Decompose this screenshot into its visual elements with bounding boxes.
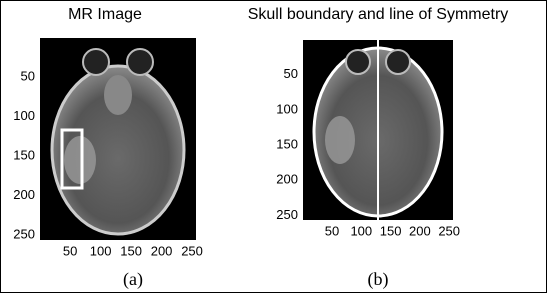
x-tick-label: 250 <box>181 243 203 258</box>
y-tick-label: 250 <box>276 207 298 222</box>
y-tick-label: 200 <box>276 172 298 187</box>
x-tick-label: 50 <box>325 223 339 238</box>
x-tick-label: 50 <box>63 243 77 258</box>
panel-caption: (a) <box>123 269 143 290</box>
x-tick-label: 200 <box>409 223 431 238</box>
figure: MR Image Skull boundary and line of Symm… <box>0 0 547 293</box>
panel-title: MR Image <box>68 6 142 23</box>
y-tick-label: 150 <box>13 147 35 162</box>
panel-title: Skull boundary and line of Symmetry <box>248 6 509 23</box>
y-tick-label: 150 <box>276 137 298 152</box>
y-tick-label: 200 <box>13 187 35 202</box>
y-tick-label: 100 <box>276 101 298 116</box>
y-tick-label: 250 <box>13 226 35 241</box>
x-tick-label: 200 <box>151 243 173 258</box>
x-tick-label: 100 <box>350 223 372 238</box>
x-tick-label: 150 <box>120 243 142 258</box>
panel-caption: (b) <box>368 269 389 290</box>
skull-image <box>303 40 453 225</box>
y-tick-label: 100 <box>13 108 35 123</box>
x-tick-label: 100 <box>90 243 112 258</box>
mr-image <box>40 38 196 240</box>
y-tick-label: 50 <box>21 68 35 83</box>
x-tick-label: 150 <box>380 223 402 238</box>
y-tick-label: 50 <box>284 66 298 81</box>
x-tick-label: 250 <box>438 223 460 238</box>
